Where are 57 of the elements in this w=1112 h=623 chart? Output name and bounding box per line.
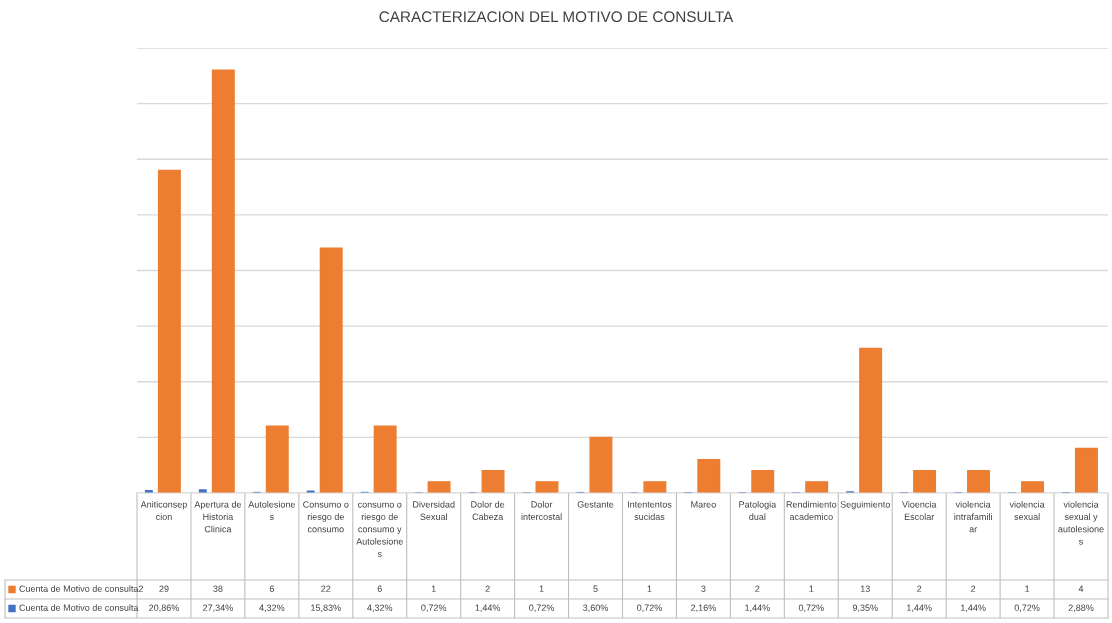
data-label: 1: [1025, 585, 1030, 592]
data-label: 1: [647, 585, 652, 592]
data-label: 22: [321, 585, 331, 592]
x-tick-label: Dolor de Cabeza: [471, 501, 505, 520]
x-tick-label: Vioencia Escolar: [902, 501, 937, 520]
legend-label: Cuenta de Motivo de consulta: [19, 604, 139, 611]
data-label: 0,72%: [421, 604, 447, 612]
x-tick-label: Apertura de Historia Clinica: [194, 501, 242, 533]
x-tick-label: Diversidad Sexual: [413, 501, 455, 520]
x-tick-label: Autolesiones: [248, 501, 296, 520]
data-label: 1,44%: [475, 604, 501, 612]
data-label: 1: [809, 585, 814, 592]
data-label: 6: [269, 585, 274, 592]
data-label: 6: [377, 585, 382, 592]
data-label: 2: [917, 585, 922, 592]
data-label: 3: [701, 585, 706, 592]
legend-label: Cuenta de Motivo de consulta2: [19, 585, 144, 592]
data-label: 0,72%: [1014, 604, 1040, 612]
x-tick-label: Rendimiento academico: [786, 501, 837, 520]
x-tick-label: Consumo o riesgo de consumo: [303, 501, 349, 533]
data-label: 1: [539, 585, 544, 592]
data-label: 2: [971, 585, 976, 592]
data-label: 20,86%: [149, 604, 179, 612]
data-label: 3,60%: [583, 604, 609, 612]
data-label: 9,35%: [852, 604, 878, 612]
data-label: 2: [485, 585, 490, 592]
x-tick-label: violencia intrafamiliar: [954, 501, 992, 533]
x-tick-label: violencia sexual y autolesiones: [1058, 501, 1104, 545]
data-label: 27,34%: [203, 604, 233, 612]
data-label: 1,44%: [745, 604, 770, 612]
data-label: 15,83%: [311, 604, 341, 612]
data-label: 4,32%: [259, 604, 285, 612]
data-label: 29: [159, 585, 169, 592]
x-tick-label: violencia sexual: [1009, 501, 1045, 520]
data-label: 1,44%: [907, 604, 932, 612]
data-label: 4,32%: [367, 604, 393, 612]
data-label: 0,72%: [529, 604, 555, 612]
data-label: 0,72%: [637, 604, 662, 612]
chart-title: CARACTERIZACION DEL MOTIVO DE CONSULTA: [379, 11, 734, 23]
x-tick-label: Gestante: [577, 501, 614, 508]
data-label: 1,44%: [961, 604, 986, 612]
data-label: 5: [593, 585, 598, 592]
data-label: 13: [860, 585, 870, 592]
x-tick-label: consumo o riesgo de consumo y Autolesiones: [356, 502, 403, 557]
data-label: 2,16%: [691, 604, 716, 612]
x-tick-label: Intententos sucidas: [627, 501, 672, 520]
data-label: 0,72%: [798, 604, 824, 612]
data-label: 2: [755, 585, 760, 592]
x-tick-label: Aniticonsepcion: [140, 501, 187, 520]
data-label: 2,88%: [1068, 604, 1094, 612]
data-label: 1: [431, 585, 436, 592]
data-label: 4: [1078, 585, 1084, 592]
data-label: 38: [213, 585, 223, 592]
x-tick-label: Mareo: [691, 501, 716, 508]
x-tick-label: Patologia dual: [739, 501, 777, 520]
x-tick-label: Dolor intercostal: [521, 501, 562, 520]
x-tick-label: Seguimiento: [840, 501, 890, 510]
